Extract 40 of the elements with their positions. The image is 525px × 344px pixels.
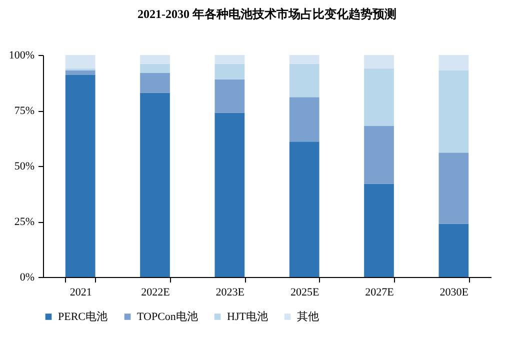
- legend-label: PERC电池: [58, 310, 108, 323]
- legend-label: 其他: [297, 310, 319, 323]
- bar: [214, 55, 245, 64]
- bar: [140, 64, 170, 73]
- bar: [140, 92, 170, 277]
- bar: [214, 112, 245, 277]
- chart-title: 2021-2030 年各种电池技术市场占比变化趋势预测: [138, 7, 396, 21]
- bar: [65, 70, 96, 75]
- bar: [364, 184, 394, 277]
- bar: [140, 55, 170, 64]
- bar: [289, 142, 320, 277]
- bar: [438, 152, 469, 224]
- legend-label: TOPCon电池: [137, 310, 198, 323]
- bar: [438, 224, 469, 277]
- y-tick-label: 75%: [14, 105, 34, 117]
- bar: [364, 68, 394, 126]
- bar: [438, 70, 469, 153]
- bar: [65, 68, 96, 71]
- bar: [289, 97, 320, 142]
- x-tick-label: 2030E: [440, 286, 469, 298]
- bar: [214, 64, 245, 80]
- bar: [364, 55, 394, 68]
- x-tick-label: 2023E: [216, 286, 245, 298]
- bar: [65, 74, 96, 277]
- bar: [289, 55, 320, 64]
- y-tick-label: 0%: [20, 272, 34, 284]
- x-tick-label: 2025E: [290, 286, 320, 298]
- x-tick-label: 2027E: [365, 286, 394, 298]
- bar: [214, 79, 245, 113]
- bar: [65, 55, 96, 68]
- bar: [289, 64, 320, 98]
- y-tick-label: 100%: [8, 50, 34, 62]
- x-tick-label: 2022E: [141, 286, 170, 298]
- legend-label: HJT电池: [227, 310, 268, 323]
- y-tick-label: 50%: [14, 160, 34, 172]
- bar: [364, 126, 394, 184]
- bar: [140, 72, 170, 93]
- y-tick-label: 25%: [14, 216, 34, 228]
- bar: [438, 55, 469, 71]
- x-tick-label: 2021: [70, 286, 92, 298]
